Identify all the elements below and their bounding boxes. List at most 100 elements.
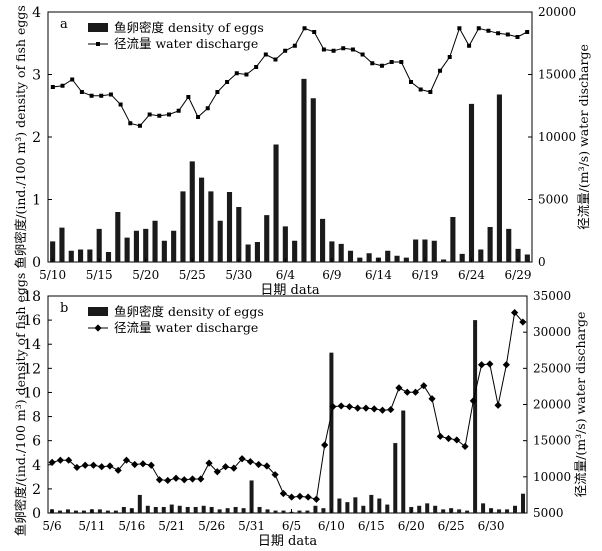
egg-density-bar <box>521 493 526 513</box>
right-y-tick-label: 5000 <box>538 193 569 207</box>
egg-density-bar <box>96 228 102 262</box>
discharge-point <box>428 395 436 403</box>
egg-density-bar <box>433 505 438 513</box>
discharge-point <box>444 434 453 443</box>
discharge-point <box>114 466 122 474</box>
egg-density-bar <box>153 506 158 513</box>
left-y-tick-label: 0 <box>32 506 41 522</box>
discharge-point <box>525 30 530 34</box>
x-tick-label: 6/4 <box>276 268 296 282</box>
discharge-point <box>496 31 501 36</box>
egg-density-bar <box>441 509 446 513</box>
right-y-tick-label: 10000 <box>533 470 571 484</box>
egg-density-bar <box>478 249 484 262</box>
x-tick-label: 5/11 <box>78 519 105 533</box>
x-tick-label: 5/25 <box>179 268 206 282</box>
egg-density-bar <box>73 510 78 513</box>
discharge-point <box>73 463 81 472</box>
egg-density-bar <box>217 509 222 513</box>
egg-density-bar <box>357 257 363 262</box>
discharge-point <box>438 68 443 73</box>
x-axis-label: 日期 data <box>258 534 317 549</box>
egg-density-bar <box>425 503 430 513</box>
discharge-point <box>312 495 321 503</box>
discharge-point <box>477 361 486 369</box>
discharge-point <box>122 456 131 464</box>
egg-density-bar <box>177 505 182 513</box>
egg-density-bar <box>361 505 366 513</box>
x-tick-label: 6/29 <box>505 268 532 282</box>
x-axis-label: 日期 data <box>260 283 319 298</box>
legend-bar-swatch <box>88 307 108 316</box>
egg-density-bar <box>65 509 70 513</box>
discharge-point <box>411 388 420 396</box>
egg-density-bar <box>450 217 456 262</box>
left-y-axis-label: 鱼卵密度/(ind./100 m³) density of fish eggs <box>13 273 28 537</box>
discharge-point <box>283 48 288 53</box>
egg-density-bar <box>413 239 419 262</box>
left-y-tick-label: 18 <box>23 289 41 305</box>
discharge-point <box>147 112 152 117</box>
right-y-tick-label: 5000 <box>533 506 564 520</box>
discharge-point <box>263 462 271 470</box>
discharge-point <box>180 476 188 484</box>
discharge-point <box>296 492 304 500</box>
discharge-point <box>337 402 345 410</box>
discharge-point <box>213 468 221 476</box>
egg-density-bar <box>377 498 382 513</box>
egg-density-bar <box>133 230 139 262</box>
egg-density-bar <box>505 509 510 513</box>
discharge-point <box>186 95 191 99</box>
right-y-tick-label: 20000 <box>538 5 576 19</box>
left-y-axis-label: 鱼卵密度/(ind./100 m³) density of fish eggs <box>13 5 28 269</box>
discharge-point <box>221 463 230 471</box>
egg-density-bar <box>301 78 307 262</box>
egg-density-bar <box>185 506 190 513</box>
discharge-point <box>99 93 104 98</box>
egg-density-bar <box>431 240 437 262</box>
egg-density-bar <box>180 191 186 262</box>
discharge-point <box>70 77 75 82</box>
egg-density-bar <box>171 230 177 262</box>
left-y-tick-label: 2 <box>32 130 41 146</box>
discharge-point <box>515 35 520 39</box>
right-y-tick-label: 15000 <box>533 434 571 448</box>
discharge-point <box>329 403 337 411</box>
egg-density-bar <box>68 250 74 262</box>
discharge-point <box>128 121 133 126</box>
egg-density-bar <box>199 177 205 262</box>
x-tick-label: 5/31 <box>238 519 265 533</box>
egg-density-bar <box>87 249 93 262</box>
x-tick-label: 6/10 <box>318 519 345 533</box>
discharge-point <box>139 460 147 468</box>
egg-density-bar <box>337 498 342 513</box>
discharge-point <box>370 61 375 66</box>
x-tick-label: 5/6 <box>42 519 61 533</box>
egg-density-bar <box>236 207 242 262</box>
egg-density-bar <box>57 510 62 513</box>
discharge-point <box>238 455 246 463</box>
egg-density-bar <box>524 254 530 262</box>
discharge-point <box>387 405 395 414</box>
egg-density-bar <box>465 510 470 513</box>
egg-density-bar <box>385 250 391 262</box>
egg-density-bar <box>459 253 465 262</box>
egg-density-bar <box>225 508 230 513</box>
egg-density-bar <box>113 510 118 513</box>
discharge-point <box>476 26 481 31</box>
egg-density-bar <box>282 226 288 262</box>
discharge-point <box>312 30 317 34</box>
egg-density-bar <box>506 228 512 262</box>
discharge-point <box>378 406 387 414</box>
egg-density-bar <box>241 508 246 513</box>
egg-density-bar <box>161 240 167 262</box>
discharge-point <box>131 460 139 469</box>
discharge-point <box>331 48 336 53</box>
legend-line-label: 径流量 water discharge <box>114 36 258 51</box>
egg-density-bar <box>313 505 318 513</box>
discharge-point <box>98 463 106 471</box>
egg-density-bar <box>249 480 254 513</box>
left-y-tick-label: 10 <box>23 385 41 401</box>
egg-density-bar <box>292 240 298 262</box>
discharge-point <box>494 401 502 409</box>
